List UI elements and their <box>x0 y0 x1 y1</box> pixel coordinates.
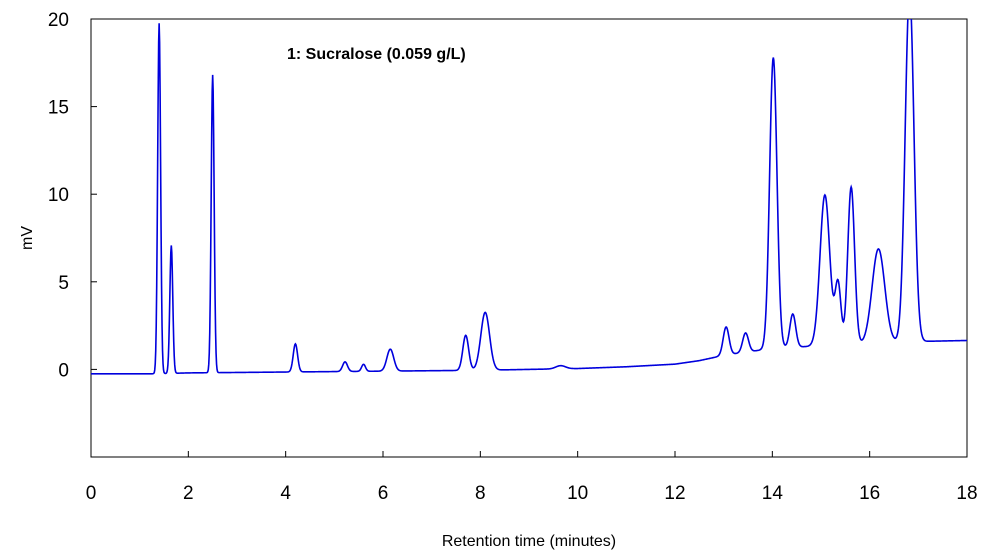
x-tick-label: 4 <box>280 483 291 504</box>
plot-frame <box>90 18 968 458</box>
y-tick-label: 5 <box>58 273 69 294</box>
x-tick-label: 14 <box>762 483 784 504</box>
x-tick-label: 6 <box>378 483 389 504</box>
peak-annotation: 1: Sucralose (0.059 g/L) <box>287 46 466 63</box>
x-tick-label: 12 <box>664 483 685 504</box>
chromatogram-trace <box>91 19 967 375</box>
x-tick-label: 8 <box>475 483 486 504</box>
x-tick-label: 2 <box>183 483 194 504</box>
y-tick-label: 20 <box>48 10 69 31</box>
y-axis-ticks: 0 5 10 15 20 <box>48 10 97 381</box>
x-tick-label: 0 <box>86 483 97 504</box>
x-axis-title: Retention time (minutes) <box>442 533 616 550</box>
x-tick-label: 16 <box>859 483 880 504</box>
y-tick-label: 0 <box>58 360 69 381</box>
y-tick-label: 15 <box>48 98 69 119</box>
y-tick-label: 10 <box>48 185 69 206</box>
y-axis-title: mV <box>19 226 36 250</box>
x-tick-label: 18 <box>956 483 977 504</box>
x-axis-ticks: 0 2 4 6 8 10 12 14 16 18 <box>86 451 978 504</box>
x-tick-label: 10 <box>567 483 588 504</box>
